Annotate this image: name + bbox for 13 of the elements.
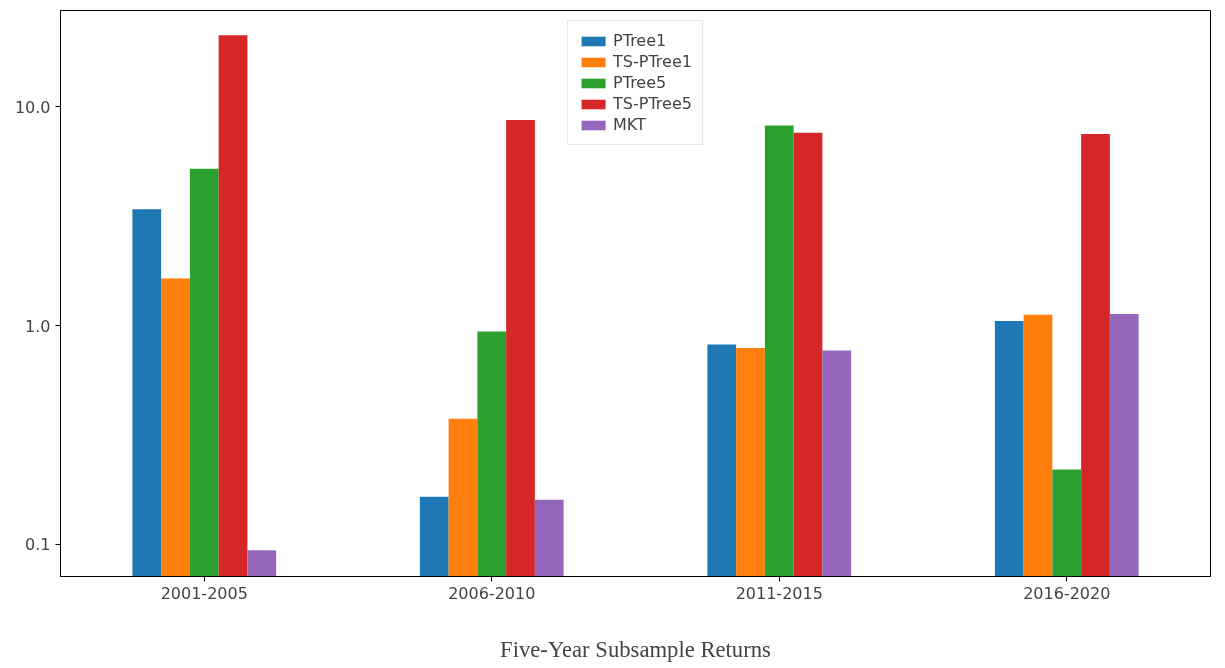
x-axis-title: Five-Year Subsample Returns — [500, 636, 771, 662]
x-tick-label: 2006-2010 — [448, 583, 536, 603]
legend-label: TS-PTree5 — [613, 94, 692, 113]
legend-label: TS-PTree1 — [613, 52, 692, 71]
x-tick-label: 2001-2005 — [160, 583, 248, 603]
legend-label: PTree5 — [613, 73, 667, 92]
x-tick-label: 2016-2020 — [1023, 583, 1111, 603]
y-tick-label: 1.0 — [25, 316, 51, 336]
legend-label: MKT — [613, 115, 646, 134]
legend-label: PTree1 — [613, 31, 667, 50]
y-tick-label: 0.1 — [25, 535, 51, 555]
y-tick-label: 10.0 — [14, 97, 51, 117]
x-tick-label: 2011-2015 — [735, 583, 823, 603]
